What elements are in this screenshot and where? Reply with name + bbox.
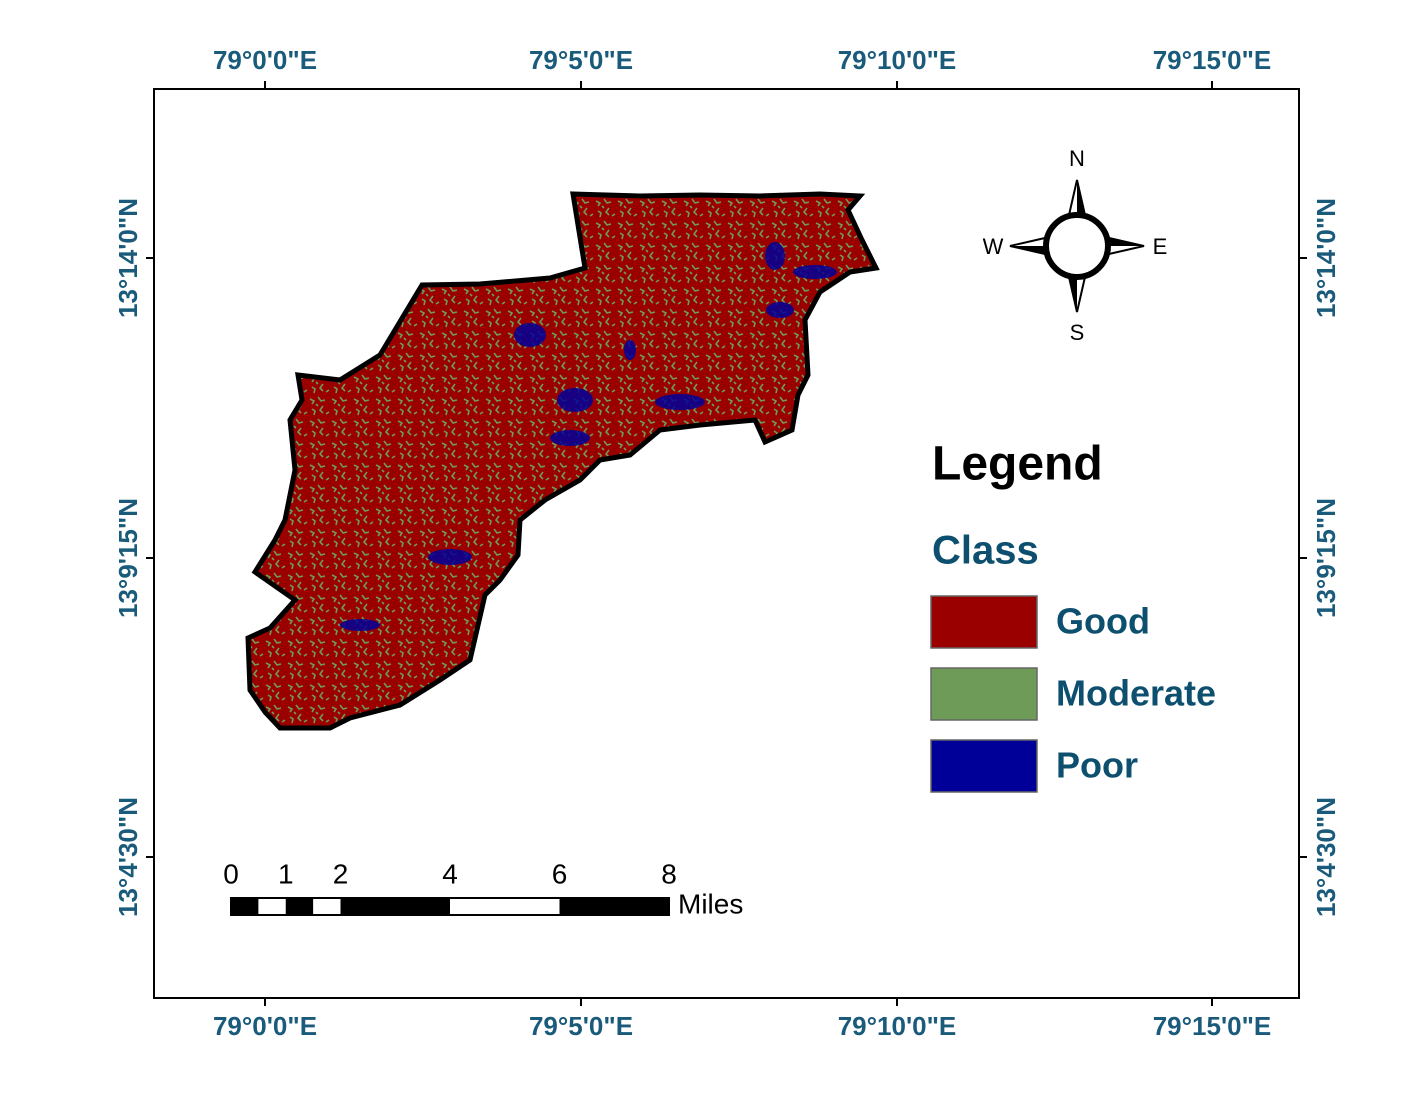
longitude-label: 79°10'0"E xyxy=(838,1011,957,1041)
latitude-label: 13°9'15"N xyxy=(1311,498,1341,618)
north-arrow: N S E W xyxy=(983,146,1168,345)
legend-swatch xyxy=(930,595,1038,649)
longitude-label: 79°0'0"E xyxy=(213,1011,317,1041)
legend-label: Poor xyxy=(1056,745,1138,786)
scale-label: 1 xyxy=(278,858,294,889)
latitude-label: 13°4'30"N xyxy=(113,797,143,917)
latitude-label: 13°9'15"N xyxy=(113,498,143,618)
legend-label: Good xyxy=(1056,601,1150,642)
map-frame xyxy=(153,88,1300,999)
longitude-label: 79°0'0"E xyxy=(213,45,317,75)
legend-swatch xyxy=(930,667,1038,721)
latitude-label: 13°14'0"N xyxy=(113,198,143,318)
latitude-label: 13°4'30"N xyxy=(1311,797,1341,917)
scale-segment xyxy=(285,899,314,914)
scale-unit: Miles xyxy=(678,888,743,919)
scale-label: 2 xyxy=(333,858,349,889)
scale-label: 8 xyxy=(661,858,677,889)
legend-swatch xyxy=(930,739,1038,793)
longitude-label: 79°15'0"E xyxy=(1153,45,1272,75)
latitude-label: 13°14'0"N xyxy=(1311,198,1341,318)
compass-label: W xyxy=(983,234,1004,259)
legend-subtitle: Class xyxy=(932,529,1039,573)
longitude-label: 79°5'0"E xyxy=(529,1011,633,1041)
longitude-label: 79°10'0"E xyxy=(838,45,957,75)
longitude-label: 79°15'0"E xyxy=(1153,1011,1272,1041)
scale-label: 6 xyxy=(552,858,568,889)
scale-segment xyxy=(559,899,669,914)
scale-label: 0 xyxy=(223,858,239,889)
scale-segment xyxy=(340,899,450,914)
compass-label: S xyxy=(1070,320,1085,345)
study-area xyxy=(248,194,876,728)
compass-label: N xyxy=(1069,146,1085,171)
legend-label: Moderate xyxy=(1056,673,1216,714)
scale-segment xyxy=(231,899,259,914)
compass-label: E xyxy=(1153,234,1168,259)
scale-label: 4 xyxy=(442,858,458,889)
longitude-label: 79°5'0"E xyxy=(529,45,633,75)
legend-title: Legend xyxy=(932,438,1103,491)
